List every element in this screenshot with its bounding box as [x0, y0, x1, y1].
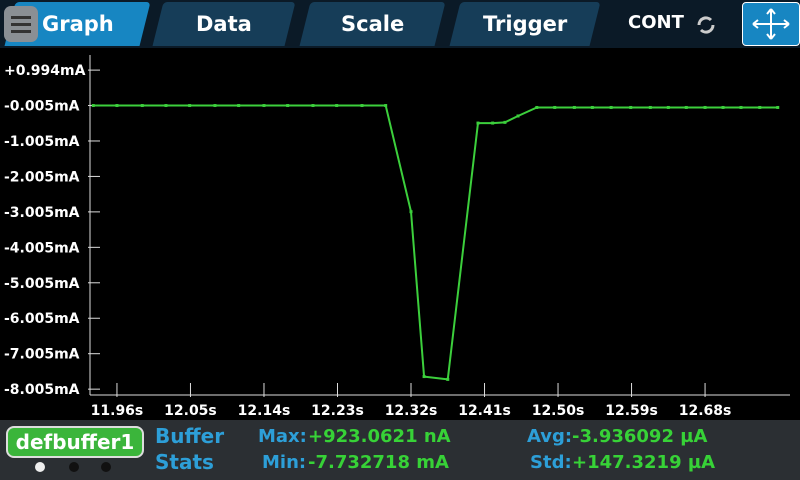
y-tick-label: -7.005mA	[4, 347, 80, 363]
stat-value: -7.732718 mA	[308, 452, 449, 473]
y-tick-label: -5.005mA	[4, 276, 80, 292]
y-tick-label: +0.994mA	[4, 63, 86, 79]
menu-button[interactable]	[4, 6, 38, 42]
data-point	[666, 105, 670, 109]
data-point	[758, 105, 762, 109]
y-tick-label: -4.005mA	[4, 240, 80, 256]
refresh-icon	[697, 16, 715, 34]
data-point	[503, 120, 507, 124]
stats-title: Stats	[155, 450, 214, 474]
data-point	[721, 105, 725, 109]
data-point	[629, 105, 633, 109]
x-tick-label: 11.96s	[91, 403, 144, 419]
data-point	[360, 104, 364, 108]
stat-label: Max:	[258, 426, 307, 447]
stat-label: Avg:	[527, 426, 573, 447]
data-point	[703, 105, 707, 109]
tab-scale[interactable]: Scale	[299, 2, 446, 46]
y-tick-label: -0.005mA	[4, 99, 80, 115]
stat-value: +923.0621 nA	[308, 426, 451, 447]
x-tick-label: 12.23s	[311, 403, 364, 419]
status-bar: defbuffer1 Buffer Stats Max: +923.0621 n…	[0, 420, 800, 480]
data-point	[422, 375, 426, 379]
data-point	[648, 105, 652, 109]
data-point	[491, 121, 495, 125]
swipe-button[interactable]	[742, 2, 800, 46]
tab-trigger[interactable]: Trigger	[449, 2, 601, 46]
data-point	[535, 105, 539, 109]
data-point	[188, 104, 192, 108]
stats-title: Buffer	[155, 424, 225, 448]
data-point	[572, 105, 576, 109]
data-point	[140, 104, 144, 108]
data-point	[516, 114, 520, 118]
chart: +0.994mA -0.005mA -1.005mA -2.005mA -3.005mA…	[4, 55, 790, 419]
data-point	[91, 104, 95, 108]
data-point	[237, 104, 241, 108]
stat-label: Std:	[530, 452, 572, 473]
x-tick-label: 12.68s	[679, 403, 732, 419]
x-tick-label: 12.14s	[238, 403, 291, 419]
data-point	[384, 104, 388, 108]
y-tick-label: -3.005mA	[4, 205, 80, 221]
data-point	[776, 105, 780, 109]
data-point	[684, 105, 688, 109]
data-point	[164, 104, 168, 108]
tab-label: Trigger	[482, 12, 568, 36]
data-point	[115, 104, 119, 108]
page-dot	[101, 462, 111, 472]
data-point	[739, 105, 743, 109]
data-point	[553, 105, 557, 109]
data-line	[93, 104, 778, 381]
data-point	[286, 104, 290, 108]
data-point	[590, 105, 594, 109]
stat-label: Min:	[262, 452, 307, 473]
data-point	[311, 104, 315, 108]
x-tick-label: 12.59s	[605, 403, 658, 419]
tab-bar: Graph Data Scale Trigger CONT	[0, 0, 800, 48]
data-point	[476, 121, 480, 125]
data-point	[446, 377, 450, 381]
tab-label: Scale	[340, 12, 405, 36]
y-tick-label: -8.005mA	[4, 382, 80, 398]
x-tick-label: 12.32s	[385, 403, 438, 419]
data-point	[335, 104, 339, 108]
x-tick-label: 12.41s	[458, 403, 511, 419]
data-point	[609, 105, 613, 109]
data-point	[409, 210, 413, 214]
page-dot	[35, 462, 45, 472]
tab-data[interactable]: Data	[152, 2, 296, 46]
data-point	[262, 104, 266, 108]
stat-value: +147.3219 µA	[572, 452, 716, 473]
data-point	[213, 104, 217, 108]
stat-value: -3.936092 µA	[572, 426, 708, 447]
tab-label: Data	[196, 12, 252, 36]
run-mode[interactable]: CONT	[628, 12, 684, 33]
x-tick-label: 12.50s	[532, 403, 585, 419]
page-dot	[69, 462, 79, 472]
y-tick-label: -6.005mA	[4, 311, 80, 327]
tab-label: Graph	[41, 12, 114, 36]
arrows-icon	[752, 8, 790, 40]
y-tick-label: -2.005mA	[4, 169, 80, 185]
y-tick-label: -1.005mA	[4, 134, 80, 150]
buffer-button[interactable]: defbuffer1	[6, 426, 144, 458]
x-tick-label: 12.05s	[164, 403, 217, 419]
